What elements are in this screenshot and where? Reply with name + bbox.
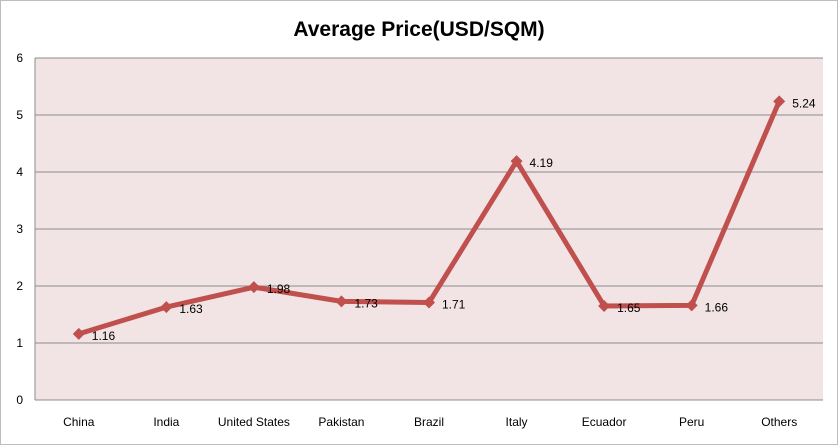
data-labels: 1.16 1.63 1.98 1.73 1.71 4.19 1.65 1.66 5.24 (92, 96, 816, 343)
data-point-marker (72, 327, 85, 340)
x-tick-label: Others (761, 415, 797, 429)
data-label: 1.73 (354, 296, 378, 310)
data-label: 1.66 (705, 300, 729, 314)
y-tick-label: 2 (16, 279, 23, 293)
x-tick-label: Pakistan (318, 415, 364, 429)
y-axis-ticks: 0 1 2 3 4 5 6 (16, 51, 23, 407)
x-axis-ticks: China India United States Pakistan Brazil Ita… (63, 415, 797, 429)
x-tick-label: Peru (679, 415, 704, 429)
data-label: 5.24 (792, 96, 816, 110)
data-point-marker (510, 155, 523, 168)
data-label: 1.98 (267, 282, 291, 296)
gridlines (35, 57, 823, 344)
y-tick-label: 6 (16, 51, 23, 65)
data-label: 1.16 (92, 329, 116, 343)
data-point-marker (160, 301, 173, 314)
chart-title: Average Price(USD/SQM) (293, 18, 544, 41)
data-label: 1.63 (179, 302, 203, 316)
y-tick-label: 1 (16, 336, 23, 350)
x-tick-label: Brazil (414, 415, 444, 429)
y-tick-label: 0 (16, 393, 23, 407)
y-tick-label: 5 (16, 108, 23, 122)
data-point-marker (685, 299, 698, 312)
data-point-marker (773, 95, 786, 108)
data-label: 1.71 (442, 298, 466, 312)
x-tick-label: India (153, 415, 179, 429)
x-tick-label: China (63, 415, 95, 429)
data-point-marker (335, 295, 348, 308)
data-label: 4.19 (530, 156, 554, 170)
x-tick-label: Italy (506, 415, 528, 429)
data-label: 1.65 (617, 301, 641, 315)
x-tick-label: Ecuador (582, 415, 627, 429)
data-point-marker (247, 281, 260, 294)
data-point-marker (598, 299, 611, 312)
y-tick-label: 3 (16, 222, 23, 236)
series-average-price (72, 95, 786, 340)
data-point-marker (423, 296, 435, 309)
x-tick-label: United States (218, 415, 290, 429)
axes (34, 58, 823, 401)
y-tick-label: 4 (16, 165, 23, 179)
